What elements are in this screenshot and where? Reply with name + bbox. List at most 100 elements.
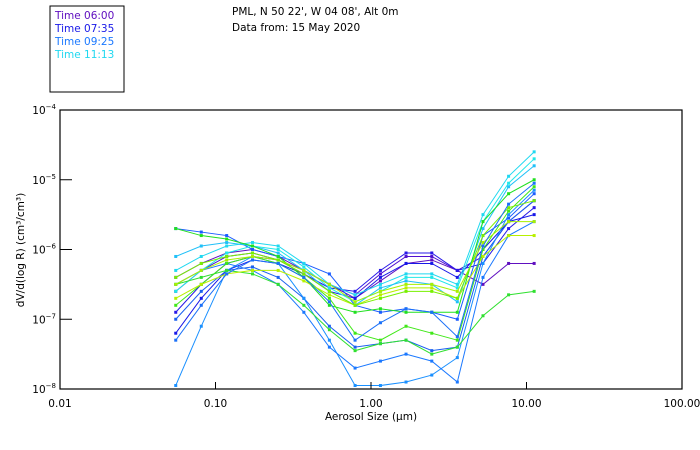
data-point: [225, 258, 229, 262]
data-point: [276, 282, 280, 286]
data-point: [507, 213, 511, 217]
data-point: [378, 307, 382, 311]
data-point: [532, 261, 536, 265]
data-point: [404, 352, 408, 356]
data-point: [174, 384, 178, 388]
header-location: PML, N 50 22', W 04 08', Alt 0m: [232, 6, 399, 18]
y-tick-label: 10−4: [32, 103, 56, 117]
x-tick-label: 100.00: [664, 398, 700, 410]
data-point: [430, 289, 434, 293]
legend-box: [49, 5, 125, 93]
data-point: [251, 241, 255, 245]
data-point: [378, 296, 382, 300]
data-point: [507, 261, 511, 265]
data-point: [327, 293, 331, 297]
data-point: [327, 282, 331, 286]
data-point: [302, 275, 306, 279]
data-point: [481, 314, 485, 318]
data-point: [327, 303, 331, 307]
data-point: [378, 272, 382, 276]
data-point: [174, 303, 178, 307]
data-point: [353, 300, 357, 304]
data-point: [532, 234, 536, 238]
series-17: [174, 181, 536, 342]
data-point: [378, 321, 382, 325]
data-point: [532, 199, 536, 203]
data-point: [507, 209, 511, 213]
data-point: [481, 248, 485, 251]
data-point: [199, 244, 203, 248]
x-tick-label: 0.10: [204, 398, 227, 410]
data-point: [353, 345, 357, 349]
y-tick-label: 10−8: [32, 382, 56, 396]
series-group: [174, 150, 536, 388]
data-point: [455, 289, 459, 293]
data-point: [276, 268, 280, 272]
data-point: [327, 289, 331, 293]
data-point: [481, 234, 485, 238]
data-point: [225, 241, 229, 245]
data-point: [199, 289, 203, 293]
data-point: [404, 324, 408, 328]
data-point: [507, 192, 511, 196]
data-point: [481, 282, 485, 286]
data-point: [174, 289, 178, 293]
data-point: [404, 251, 408, 255]
data-point: [532, 206, 536, 210]
data-point: [378, 359, 382, 363]
data-point: [251, 258, 255, 262]
data-point: [327, 296, 331, 300]
data-point: [251, 272, 255, 276]
data-point: [276, 251, 280, 255]
data-point: [199, 303, 203, 307]
data-point: [430, 272, 434, 276]
data-point: [276, 258, 280, 262]
data-point: [455, 286, 459, 290]
data-point: [404, 286, 408, 290]
data-point: [225, 268, 229, 272]
x-axis-label: Aerosol Size (µm): [325, 411, 417, 423]
data-point: [404, 254, 408, 258]
data-point: [174, 275, 178, 279]
x-tick-label: 0.01: [48, 398, 71, 410]
data-point: [378, 293, 382, 297]
data-point: [353, 289, 357, 293]
data-point: [199, 261, 203, 265]
y-tick-base: 10: [32, 105, 45, 117]
data-point: [225, 272, 229, 276]
data-point: [327, 345, 331, 349]
y-tick-exp: −8: [46, 382, 56, 390]
data-point: [199, 268, 203, 272]
data-point: [532, 185, 536, 189]
data-point: [507, 227, 511, 231]
data-point: [404, 338, 408, 342]
axes: 0.01 0.10 1.00 10.00 100.0010−410−510−610−71…: [32, 103, 700, 410]
data-point: [378, 275, 382, 279]
data-point: [378, 338, 382, 342]
data-point: [353, 293, 357, 297]
data-point: [455, 282, 459, 286]
data-point: [225, 244, 229, 248]
data-point: [225, 254, 229, 258]
data-point: [302, 310, 306, 314]
data-point: [251, 251, 255, 255]
data-point: [430, 261, 434, 265]
data-point: [174, 254, 178, 258]
series-14: [174, 220, 536, 304]
data-point: [174, 310, 178, 314]
data-point: [430, 310, 434, 314]
data-point: [404, 289, 408, 293]
y-tick-base: 10: [32, 245, 45, 257]
data-point: [199, 282, 203, 286]
y-tick-label: 10−5: [32, 173, 56, 187]
data-point: [507, 185, 511, 189]
series-line: [175, 182, 535, 341]
data-point: [532, 181, 536, 185]
y-axis-label: dV/d(log R) (cm³/cm³): [15, 193, 27, 307]
data-point: [353, 349, 357, 353]
legend-entry: Time 09:25: [54, 36, 114, 48]
data-point: [430, 352, 434, 356]
data-point: [378, 286, 382, 290]
y-tick-exp: −5: [46, 173, 56, 181]
